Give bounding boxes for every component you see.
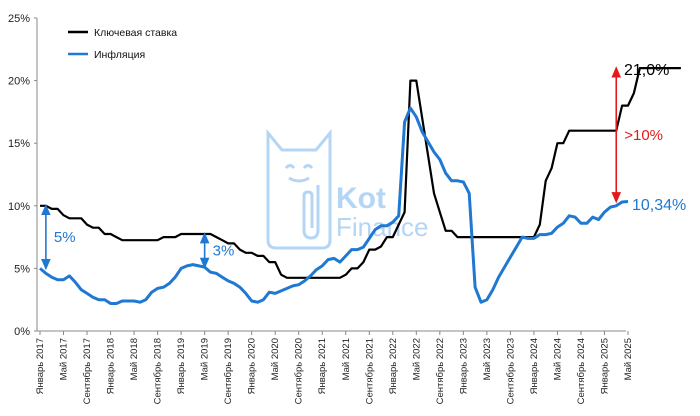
x-tick-label: Май 2019 <box>200 338 211 380</box>
watermark-line1: Kot <box>336 182 386 215</box>
x-tick-label: Май 2022 <box>411 338 422 380</box>
x-tick-label: Сентябрь 2020 <box>294 338 305 404</box>
legend-label-key-rate: Ключевая ставка <box>94 27 177 39</box>
legend-label-inflation: Инфляция <box>94 49 145 61</box>
x-tick-label: Май 2017 <box>59 338 70 380</box>
x-tick-label: Сентябрь 2018 <box>153 338 164 404</box>
x-tick-label: Сентябрь 2017 <box>82 338 93 404</box>
y-tick-label: 10% <box>8 201 30 213</box>
x-tick-label: Январь 2023 <box>458 338 469 394</box>
y-tick-label: 15% <box>8 138 30 150</box>
x-tick-label: Январь 2018 <box>106 338 117 394</box>
x-tick-label: Сентябрь 2022 <box>435 338 446 404</box>
x-tick-label: Сентябрь 2024 <box>576 338 587 404</box>
x-tick-label: Январь 2025 <box>599 338 610 394</box>
x-tick-label: Май 2021 <box>341 338 352 380</box>
end-label-key-rate: 21,0% <box>624 62 669 79</box>
x-tick-label: Январь 2022 <box>388 338 399 394</box>
annotations: 5% 3% >10% <box>41 66 663 271</box>
series-layer <box>39 66 681 305</box>
y-ticks: 0% 5% 10% 15% 20% 25% <box>8 13 37 338</box>
x-tick-label: Май 2018 <box>129 338 140 380</box>
series-line-key-rate <box>40 66 681 279</box>
x-tick-label: Май 2025 <box>623 338 634 380</box>
x-tick-label: Сентябрь 2019 <box>223 338 234 404</box>
y-tick-label: 0% <box>14 326 30 338</box>
annotation-label: >10% <box>624 127 663 144</box>
x-tick-label: Январь 2017 <box>35 338 46 394</box>
x-tick-label: Май 2020 <box>270 338 281 380</box>
cat-logo-icon <box>266 128 332 250</box>
y-tick-label: 5% <box>14 263 30 275</box>
x-ticks: Январь 2017 Май 2017 Сентябрь 2017 Январь 2… <box>35 331 634 404</box>
x-tick-label: Май 2023 <box>482 338 493 380</box>
legend: Ключевая ставка Инфляция <box>68 27 177 61</box>
x-tick-label: Январь 2019 <box>176 338 187 394</box>
watermark-logo: Kot Finance <box>266 128 429 250</box>
series-line-inflation <box>39 106 629 305</box>
y-tick-label: 25% <box>8 13 30 25</box>
x-tick-label: Сентябрь 2021 <box>364 338 375 404</box>
end-label-inflation: 10,34% <box>632 197 686 214</box>
x-tick-label: Январь 2021 <box>317 338 328 394</box>
x-tick-label: Январь 2020 <box>247 338 258 394</box>
x-tick-label: Сентябрь 2023 <box>505 338 516 404</box>
x-tick-label: Май 2024 <box>552 338 563 380</box>
x-tick-label: Январь 2024 <box>529 338 540 394</box>
y-tick-label: 20% <box>8 76 30 88</box>
annotation-label: 3% <box>213 243 235 260</box>
annotation-label: 5% <box>54 229 76 246</box>
